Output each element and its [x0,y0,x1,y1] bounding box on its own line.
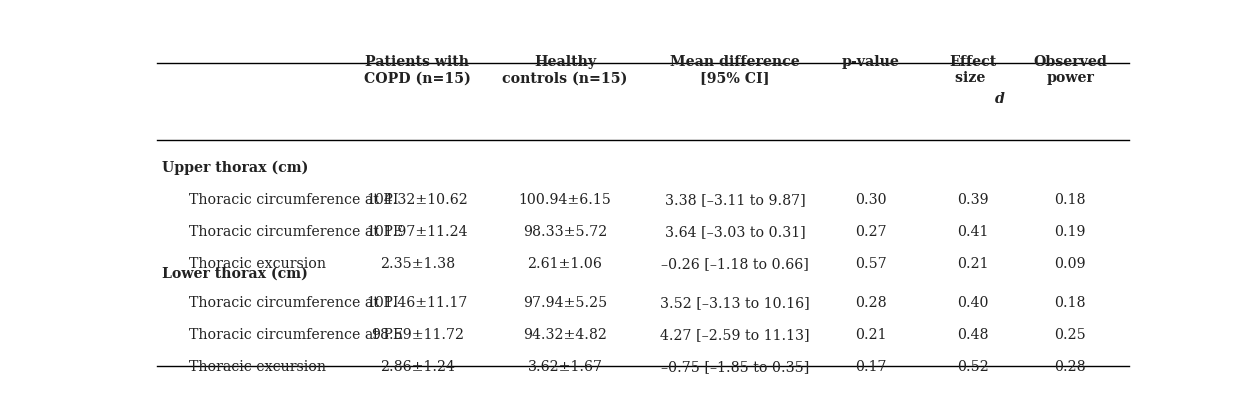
Text: Thoracic circumference at PE: Thoracic circumference at PE [189,328,403,342]
Text: 0.21: 0.21 [957,257,989,271]
Text: 3.52 [–3.13 to 10.16]: 3.52 [–3.13 to 10.16] [660,296,810,310]
Text: –0.75 [–1.85 to 0.35]: –0.75 [–1.85 to 0.35] [661,360,809,374]
Text: 3.38 [–3.11 to 9.87]: 3.38 [–3.11 to 9.87] [665,193,805,207]
Text: 0.52: 0.52 [957,360,989,374]
Text: 97.94±5.25: 97.94±5.25 [523,296,607,310]
Text: 0.40: 0.40 [957,296,989,310]
Text: Thoracic circumference at PE: Thoracic circumference at PE [189,225,403,239]
Text: 101.46±11.17: 101.46±11.17 [366,296,468,310]
Text: 0.48: 0.48 [957,328,989,342]
Text: 3.64 [–3.03 to 0.31]: 3.64 [–3.03 to 0.31] [665,225,805,239]
Text: Thoracic excursion: Thoracic excursion [189,257,326,271]
Text: 0.17: 0.17 [855,360,887,374]
Text: Upper thorax (cm): Upper thorax (cm) [162,161,308,175]
Text: 0.57: 0.57 [855,257,887,271]
Text: 2.61±1.06: 2.61±1.06 [528,257,602,271]
Text: p-value: p-value [843,55,900,69]
Text: 3.62±1.67: 3.62±1.67 [528,360,602,374]
Text: 0.18: 0.18 [1055,296,1086,310]
Text: 100.94±6.15: 100.94±6.15 [518,193,612,207]
Text: Effect
size: Effect size [949,55,997,85]
Text: 0.21: 0.21 [855,328,887,342]
Text: 94.32±4.82: 94.32±4.82 [523,328,607,342]
Text: 2.35±1.38: 2.35±1.38 [380,257,455,271]
Text: 98.59±11.72: 98.59±11.72 [371,328,464,342]
Text: Patients with
COPD (n=15): Patients with COPD (n=15) [364,55,470,85]
Text: 0.27: 0.27 [855,225,887,239]
Text: Thoracic circumference at PI: Thoracic circumference at PI [189,296,399,310]
Text: 0.39: 0.39 [957,193,989,207]
Text: 0.28: 0.28 [1055,360,1086,374]
Text: Observed
power: Observed power [1033,55,1107,85]
Text: 101.97±11.24: 101.97±11.24 [366,225,468,239]
Text: Thoracic circumference at PI: Thoracic circumference at PI [189,193,399,207]
Text: Thoracic excursion: Thoracic excursion [189,360,326,374]
Text: 98.33±5.72: 98.33±5.72 [523,225,607,239]
Text: Lower thorax (cm): Lower thorax (cm) [162,267,307,281]
Text: 0.41: 0.41 [957,225,989,239]
Text: 0.25: 0.25 [1055,328,1086,342]
Text: 0.19: 0.19 [1055,225,1086,239]
Text: Mean difference
[95% CI]: Mean difference [95% CI] [670,55,800,85]
Text: Healthy
controls (n=15): Healthy controls (n=15) [503,55,627,85]
Text: d: d [994,92,1004,106]
Text: 0.30: 0.30 [855,193,887,207]
Text: 0.09: 0.09 [1055,257,1086,271]
Text: 0.28: 0.28 [855,296,887,310]
Text: –0.26 [–1.18 to 0.66]: –0.26 [–1.18 to 0.66] [661,257,809,271]
Text: 4.27 [–2.59 to 11.13]: 4.27 [–2.59 to 11.13] [660,328,810,342]
Text: 104.32±10.62: 104.32±10.62 [366,193,468,207]
Text: 0.18: 0.18 [1055,193,1086,207]
Text: 2.86±1.24: 2.86±1.24 [380,360,455,374]
